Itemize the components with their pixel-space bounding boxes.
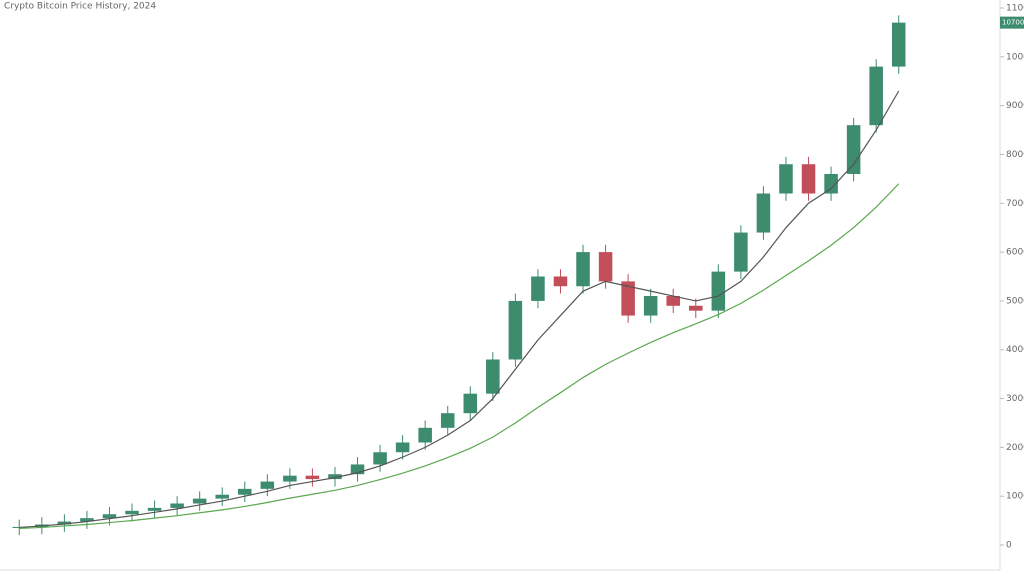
candle-body — [846, 125, 861, 174]
candle-body — [643, 296, 658, 316]
candle-body — [801, 164, 816, 194]
candle-body — [80, 518, 94, 522]
candle-body — [576, 252, 590, 287]
candle-body — [463, 393, 478, 414]
y-tick-label: 40000 — [1006, 345, 1024, 355]
last-price-label: 107000 — [1002, 19, 1024, 27]
y-tick-label: 50000 — [1006, 296, 1024, 306]
y-tick-label: 110000 — [1006, 4, 1024, 14]
candle-body — [238, 488, 252, 495]
candle-body — [147, 507, 162, 511]
candle-body — [305, 475, 320, 480]
candle-body — [283, 475, 297, 482]
y-tick-label: 70000 — [1006, 199, 1024, 209]
chart-title: Crypto Bitcoin Price History, 2024 — [4, 2, 156, 12]
candle-body — [486, 359, 500, 394]
candle-body — [102, 514, 117, 519]
candle-body — [553, 276, 568, 287]
candle-body — [125, 510, 139, 515]
y-tick-label: 20000 — [1006, 443, 1024, 453]
candle-body — [711, 271, 726, 311]
y-tick-label: 90000 — [1006, 101, 1024, 111]
candle-body — [328, 474, 342, 480]
candle-body — [531, 276, 545, 301]
y-tick-label: 10000 — [1006, 492, 1024, 502]
candle-body — [373, 452, 387, 465]
candle-body — [418, 427, 432, 443]
candle-body — [260, 481, 275, 489]
candle-body — [170, 503, 184, 508]
candle-body — [12, 526, 27, 528]
candle-body — [734, 232, 748, 272]
candle-body — [598, 252, 613, 282]
candle-body — [350, 464, 365, 475]
candle-body — [215, 494, 229, 499]
candle-body — [891, 22, 906, 67]
y-tick-label: 100000 — [1006, 52, 1024, 62]
y-tick-label: 0 — [1006, 541, 1012, 551]
candle-body — [666, 296, 680, 306]
last-price-tag — [1000, 16, 1024, 29]
candle-body — [621, 281, 635, 316]
candle-body — [779, 164, 793, 194]
y-tick-label: 80000 — [1006, 150, 1024, 160]
y-tick-label: 60000 — [1006, 248, 1024, 258]
moving-average-line — [19, 90, 900, 529]
y-tick-label: 30000 — [1006, 394, 1024, 404]
candle-body — [869, 66, 883, 126]
candle-body — [57, 521, 72, 525]
candle-body — [756, 193, 771, 233]
candle-body — [508, 300, 523, 360]
candle-body — [192, 498, 207, 504]
candle-body — [395, 442, 410, 453]
candle-body — [440, 413, 455, 428]
candle-body — [824, 173, 838, 194]
moving-average-line — [19, 183, 900, 530]
candle-body — [689, 305, 703, 311]
